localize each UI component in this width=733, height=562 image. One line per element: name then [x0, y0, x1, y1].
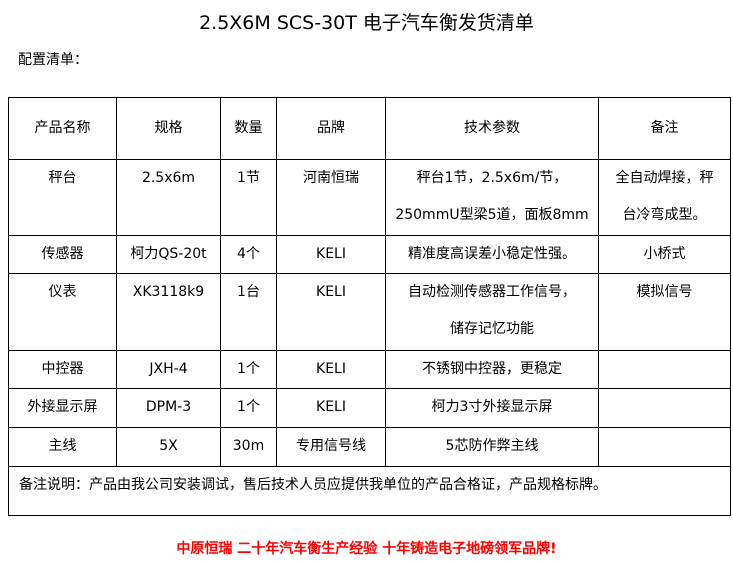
tech-params-cell-line: 储存记忆功能 [450, 321, 534, 337]
table-row: 秤台 2.5x6m 1节 河南恒瑞 秤台1节，2.5x6m/节， 250mmU型梁5道，面… [8, 159, 731, 236]
table-row: 传感器 柯力QS-20t 4个 KELI 精准度高误差小稳定性强。 小桥式 [8, 235, 731, 274]
remark-cell-line: 全自动焊接，秤 [615, 170, 714, 186]
tech-params-cell-line: 5芯防作弊主线 [445, 438, 539, 454]
brand-cell: 专用信号线 [276, 427, 386, 467]
tech-params-cell: 5芯防作弊主线 [385, 427, 599, 467]
note-row: 备注说明：产品由我公司安装调试，售后技术人员应提供我单位的产品合格证，产品规格标… [8, 466, 731, 516]
spec-cell: JXH-4 [116, 350, 221, 389]
tech-params-cell: 精准度高误差小稳定性强。 [385, 235, 599, 274]
product-name-cell: 中控器 [8, 350, 117, 389]
tech-params-cell-line: 250mmU型梁5道，面板8mm [395, 207, 589, 223]
brand-cell: KELI [276, 350, 386, 389]
product-name-cell: 秤台 [8, 159, 117, 236]
spec-cell: DPM-3 [116, 388, 221, 428]
remark-cell-line: 台冷弯成型。 [622, 207, 707, 223]
header-cell: 品牌 [276, 97, 386, 160]
page-title: 2.5X6M SCS-30T 电子汽车衡发货清单 [199, 12, 534, 34]
product-name-cell: 传感器 [8, 235, 117, 274]
quantity-cell: 1个 [220, 388, 277, 428]
table-row: 主线 5X 30m 专用信号线 5芯防作弊主线 [8, 427, 731, 467]
tech-params-cell-line: 不锈钢中控器，更稳定 [422, 361, 562, 377]
brand-cell: 河南恒瑞 [276, 159, 386, 236]
header-cell: 技术参数 [385, 97, 599, 160]
remark-cell [598, 350, 731, 389]
tech-params-cell: 柯力3寸外接显示屏 [385, 388, 599, 428]
header-cell: 规格 [116, 97, 221, 160]
note-text: 备注说明：产品由我公司安装调试，售后技术人员应提供我单位的产品合格证，产品规格标… [8, 466, 731, 516]
tech-params-cell-line: 精准度高误差小稳定性强。 [408, 246, 576, 262]
table-row: 仪表 XK3118k9 1台 KELI 自动检测传感器工作信号， 储存记忆功能 模拟信号 [8, 273, 731, 351]
tech-params-cell: 自动检测传感器工作信号， 储存记忆功能 [385, 273, 599, 351]
quantity-cell: 4个 [220, 235, 277, 274]
product-name-cell: 仪表 [8, 273, 117, 351]
remark-cell-line: 模拟信号 [636, 284, 693, 300]
tech-params-cell: 不锈钢中控器，更稳定 [385, 350, 599, 389]
brand-cell: KELI [276, 388, 386, 428]
tech-params-cell: 秤台1节，2.5x6m/节， 250mmU型梁5道，面板8mm [385, 159, 599, 236]
tech-params-cell-line: 秤台1节，2.5x6m/节， [416, 170, 568, 186]
spec-cell: 2.5x6m [116, 159, 221, 236]
remark-cell: 小桥式 [598, 235, 731, 274]
quantity-cell: 1个 [220, 350, 277, 389]
quantity-cell: 1台 [220, 273, 277, 351]
table-row: 中控器 JXH-4 1个 KELI 不锈钢中控器，更稳定 [8, 350, 731, 389]
brand-cell: KELI [276, 273, 386, 351]
quantity-cell: 1节 [220, 159, 277, 236]
product-name-cell: 外接显示屏 [8, 388, 117, 428]
header-cell: 数量 [220, 97, 277, 160]
product-name-cell: 主线 [8, 427, 117, 467]
spec-cell: XK3118k9 [116, 273, 221, 351]
header-cell: 备注 [598, 97, 731, 160]
table-row: 外接显示屏 DPM-3 1个 KELI 柯力3寸外接显示屏 [8, 388, 731, 428]
tech-params-cell-line: 自动检测传感器工作信号， [408, 284, 576, 300]
table-header-row: 产品名称 规格 数量 品牌 技术参数 备注 [8, 97, 731, 160]
spec-cell: 柯力QS-20t [116, 235, 221, 274]
brand-cell: KELI [276, 235, 386, 274]
section-label: 配置清单： [18, 52, 88, 68]
spec-cell: 5X [116, 427, 221, 467]
remark-cell: 模拟信号 [598, 273, 731, 351]
remark-cell [598, 427, 731, 467]
remark-cell [598, 388, 731, 428]
tech-params-cell-line: 柯力3寸外接显示屏 [431, 399, 553, 415]
slogan: 中原恒瑞 二十年汽车衡生产经验 十年铸造电子地磅领军品牌! [176, 541, 557, 557]
header-cell: 产品名称 [8, 97, 117, 160]
quantity-cell: 30m [220, 427, 277, 467]
shipping-list-table: 产品名称 规格 数量 品牌 技术参数 备注 秤台 2.5x6m 1节 河南恒瑞 秤台1节… [8, 97, 731, 516]
remark-cell: 全自动焊接，秤 台冷弯成型。 [598, 159, 731, 236]
remark-cell-line: 小桥式 [643, 246, 686, 262]
